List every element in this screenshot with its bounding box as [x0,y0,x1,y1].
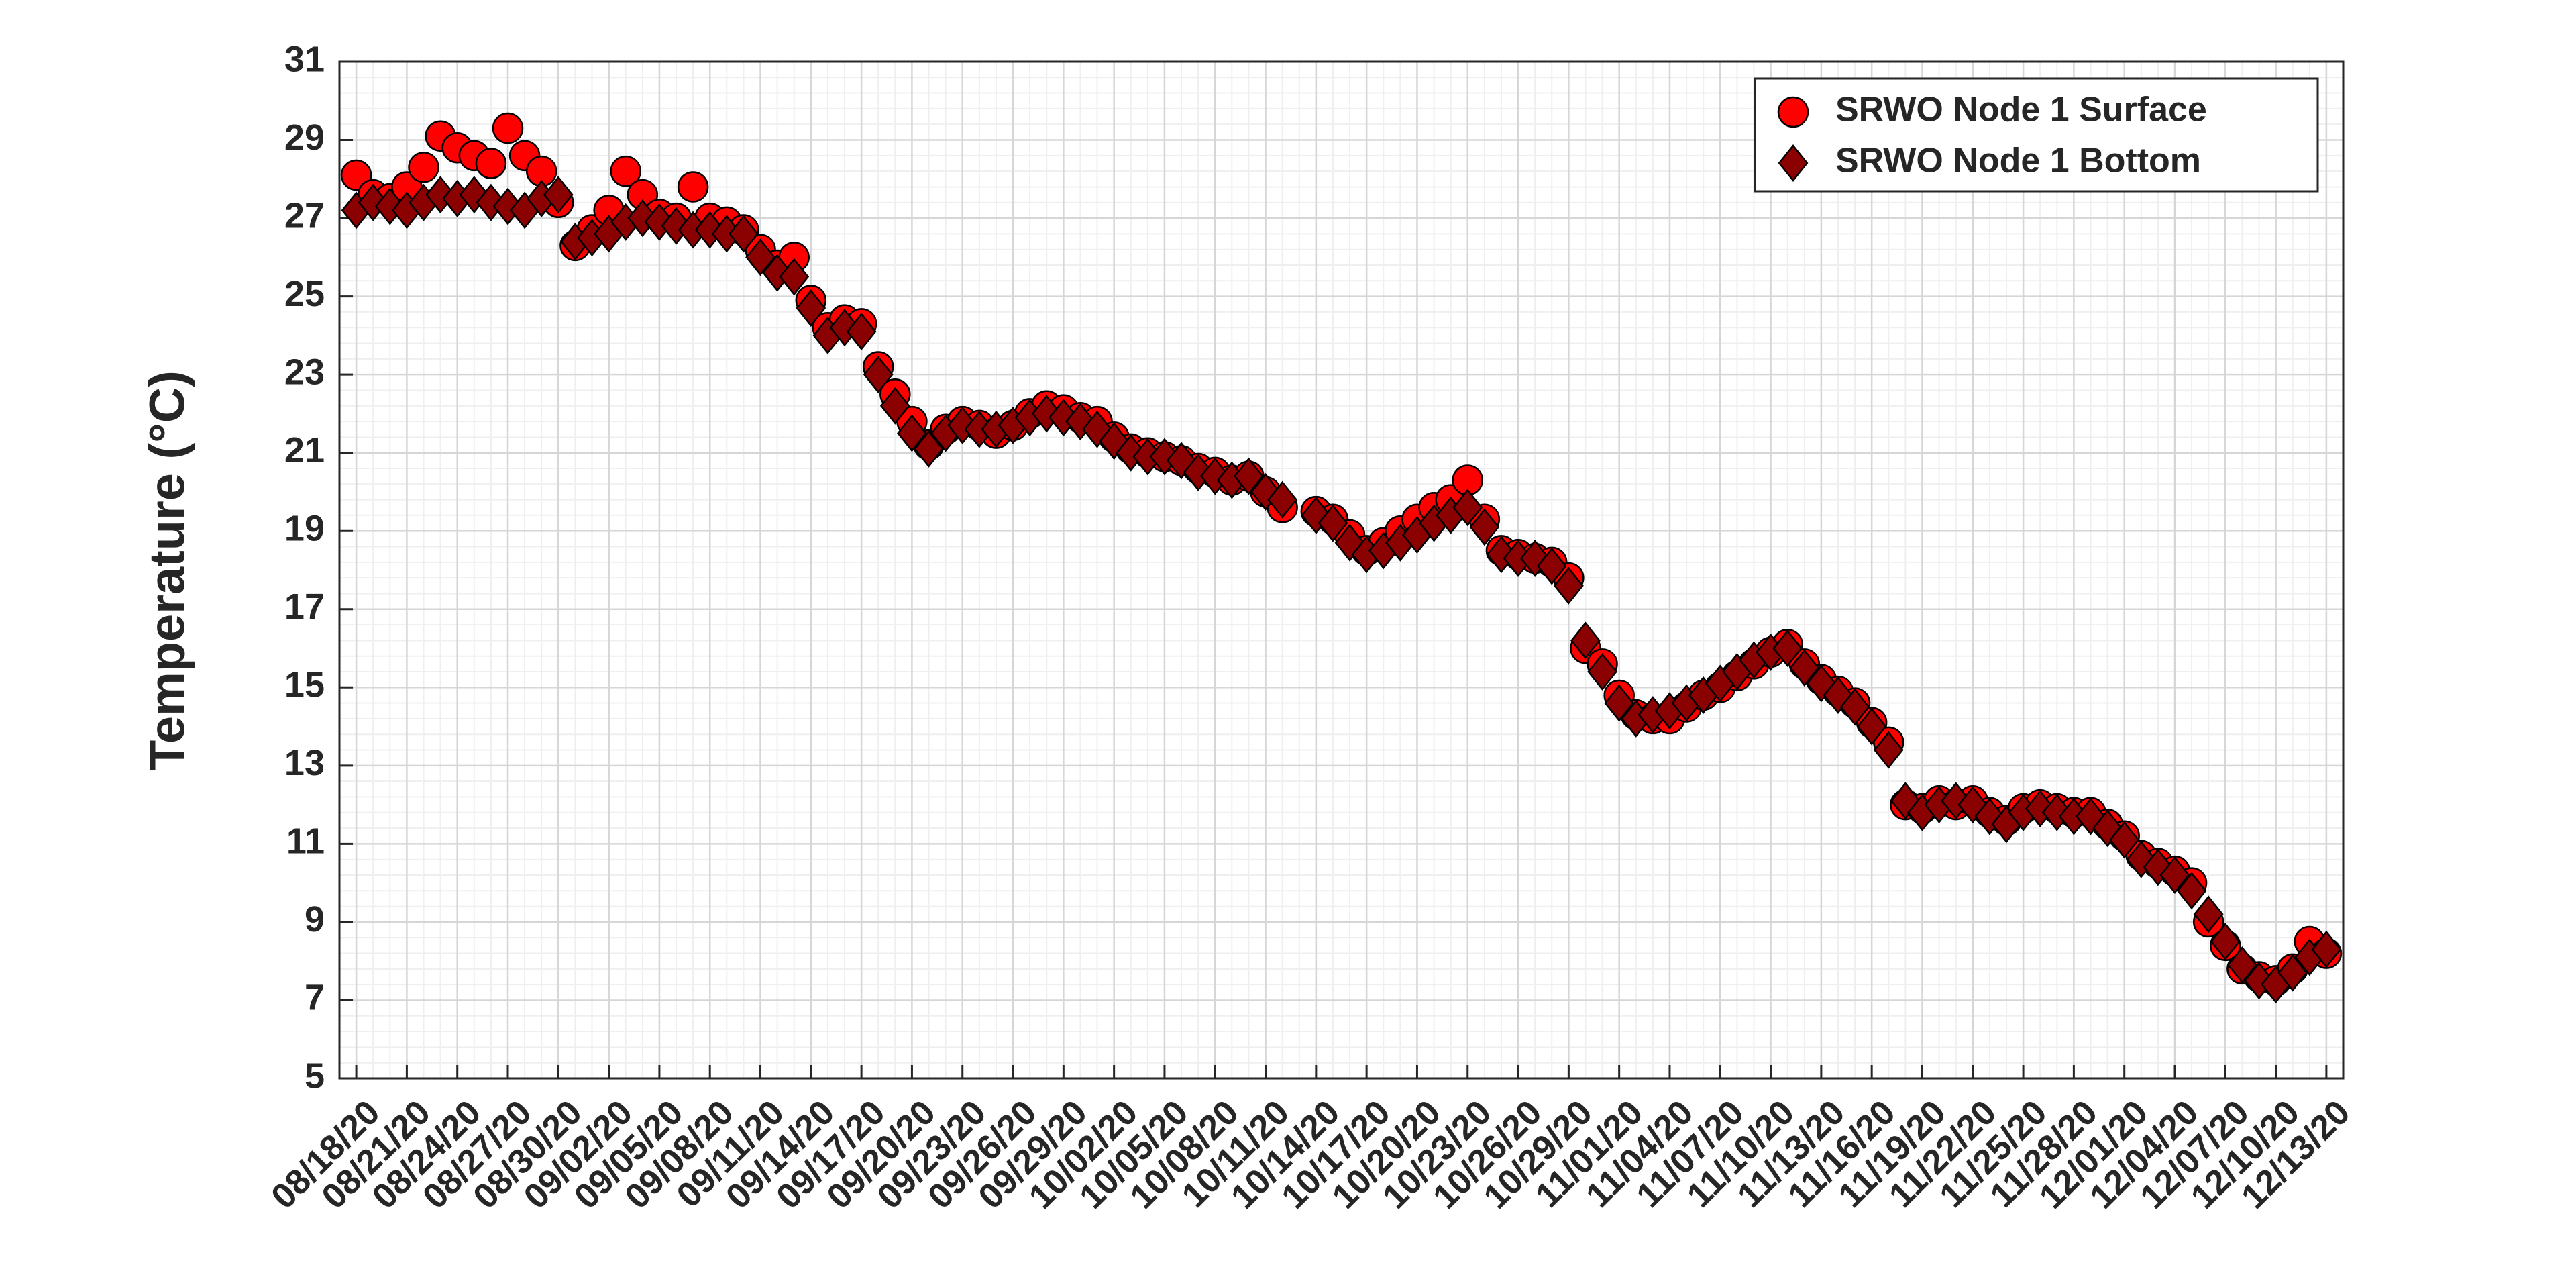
y-tick-label: 21 [284,430,325,470]
y-tick-label: 19 [284,508,325,548]
circle-marker [492,112,524,144]
y-tick-label: 11 [286,821,325,862]
y-tick-label: 15 [284,665,325,705]
diamond-marker [897,414,927,452]
diamond-marker [729,215,759,253]
circle-marker [408,152,439,183]
diamond-marker [1318,504,1348,542]
circle-marker [677,171,709,203]
diamond-marker [1469,508,1500,546]
y-tick-label: 23 [284,352,325,392]
y-tick-label: 25 [284,274,325,314]
diamond-marker [2226,946,2257,984]
legend-label: SRWO Node 1 Surface [1835,91,2207,130]
diamond-marker [1789,649,1820,687]
diamond-marker [2076,797,2106,835]
diamond-marker [914,429,944,468]
diamond-marker [2311,930,2342,968]
diamond-marker [543,176,574,214]
legend-box [1754,77,2319,193]
diamond-marker [1957,786,1988,824]
y-tick-label: 9 [305,899,325,940]
diamond-marker [2159,856,2190,895]
y-tick-label: 17 [284,587,325,627]
diamond-marker [779,258,810,296]
diamond-marker [2277,954,2308,992]
diamond-marker [2193,895,2224,933]
diamond-marker [1570,621,1601,660]
diamond-marker [796,289,826,327]
y-tick-label: 31 [284,39,325,79]
diamond-marker [2025,789,2055,827]
diamond-marker [2126,840,2157,878]
diamond-marker [1604,684,1635,722]
plot-frame [338,60,2345,1080]
diamond-marker [846,313,877,351]
y-tick-label: 29 [284,117,325,158]
diamond-marker [2176,872,2207,910]
diamond-marker [879,387,910,425]
diamond-marker [1536,547,1567,585]
circle-marker [610,155,641,187]
diamond-marker [1452,489,1483,527]
circle-marker [475,148,507,179]
diamond-marker [2244,962,2274,1000]
circle-marker [1777,96,1809,128]
y-axis-label: Temperature (°C) [140,370,195,770]
diamond-marker [1234,457,1264,495]
diamond-marker [2092,809,2123,848]
diamond-marker [2210,923,2241,961]
legend-label: SRWO Node 1 Bottom [1835,142,2201,181]
diamond-marker [863,356,894,394]
diamond-marker [1778,144,1809,183]
y-tick-label: 27 [284,195,325,236]
diamond-marker [1267,480,1298,519]
diamond-marker [745,238,775,276]
y-tick-label: 5 [305,1056,325,1096]
y-tick-label: 7 [305,978,325,1018]
y-tick-label: 13 [284,743,325,783]
diamond-marker [1772,629,1803,668]
diamond-marker [1856,707,1887,746]
diamond-marker [1839,688,1870,726]
diamond-marker [1873,731,1904,769]
diamond-marker [1553,566,1584,605]
diamond-marker [1890,782,1921,820]
diamond-marker [1587,652,1617,691]
diamond-marker [2109,821,2140,859]
diamond-marker [1823,676,1854,714]
